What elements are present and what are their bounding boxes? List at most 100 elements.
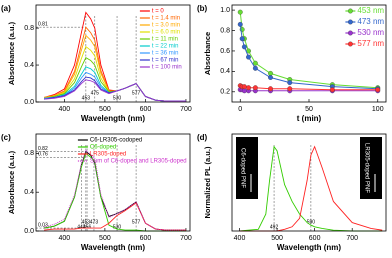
point <box>237 9 243 15</box>
legend-marker <box>347 41 353 47</box>
y-tick-label: 0.4 <box>220 68 230 75</box>
plot-frame <box>35 133 191 232</box>
inset-box <box>236 137 258 199</box>
point <box>252 60 258 66</box>
y-marker-label: 0.03 <box>38 222 48 228</box>
y-axis-label: Absorbance (a.u.) <box>7 150 16 214</box>
x-axis-label: t (min) <box>297 114 322 123</box>
inset-label: C6-doped PNF <box>239 148 245 188</box>
y-tick-label: 0.8 <box>24 25 34 32</box>
x-marker-label: 473 <box>90 219 99 225</box>
point <box>287 86 293 92</box>
panel-label: (a) <box>1 4 11 13</box>
point <box>329 87 335 93</box>
plot-frame <box>231 4 387 103</box>
x-marker-label: 530 <box>113 95 122 101</box>
legend-label: t = 22 min <box>152 44 179 50</box>
legend-marker <box>347 19 353 25</box>
x-axis-label: Wavelength (nm) <box>81 114 145 123</box>
x-marker-label: 453 <box>82 95 91 101</box>
x-axis-label: Wavelength (nm) <box>81 243 145 252</box>
x-tick-label: 400 <box>59 106 71 113</box>
point <box>252 65 258 71</box>
x-marker-label: 577 <box>132 219 141 225</box>
x-marker-label: 456 <box>83 224 92 230</box>
x-tick-label: 600 <box>140 106 152 113</box>
series-line <box>44 152 186 232</box>
x-marker-label: 453 <box>82 219 91 225</box>
legend-label: 473 nm <box>357 17 384 26</box>
point <box>268 86 273 92</box>
point <box>241 84 247 90</box>
x-marker-label: 492 <box>270 224 279 230</box>
y-tick-label: 0.4 <box>24 189 34 196</box>
x-tick-label: 0 <box>238 106 242 113</box>
legend-label: t = 67 min <box>152 58 179 64</box>
x-tick-label: 50 <box>305 106 313 113</box>
y-tick-label: 0.4 <box>24 62 34 69</box>
point <box>268 75 273 80</box>
point <box>268 70 273 76</box>
series-line <box>44 202 186 231</box>
x-marker-label: 442 <box>77 224 86 230</box>
point <box>287 80 293 86</box>
legend-label: t = 6.0 min <box>152 30 180 36</box>
legend-label: C6-doped <box>90 145 116 151</box>
plot-frame <box>231 133 387 232</box>
point <box>252 85 258 91</box>
x-tick-label: 400 <box>59 235 71 242</box>
plot-frame <box>35 4 191 103</box>
point <box>246 54 251 60</box>
x-tick-label: 700 <box>346 235 358 242</box>
point <box>239 36 245 42</box>
x-tick-label: 500 <box>271 235 283 242</box>
y-marker-label: 0.76 <box>38 152 48 158</box>
x-tick-label: 700 <box>180 106 192 113</box>
legend-label: t = 11 min <box>152 37 178 43</box>
y-axis-label: Normalized PL (a.u.) <box>203 146 212 218</box>
point <box>375 87 381 93</box>
x-marker-label: 530 <box>113 224 122 230</box>
x-tick-label: 600 <box>140 235 152 242</box>
panel-label: (d) <box>197 133 208 142</box>
series-line <box>44 79 186 102</box>
x-marker-label: 475 <box>91 90 100 96</box>
inset-box <box>360 137 382 199</box>
point <box>241 88 247 94</box>
y-axis-label: Absorbance (a.u.) <box>7 21 16 85</box>
inset: C6-doped PNF <box>236 137 258 199</box>
inset: LR305-doped PNF <box>360 137 382 199</box>
y-tick-label: 0.0 <box>24 99 34 106</box>
legend-label: t = 36 min <box>152 51 179 57</box>
point <box>241 44 247 50</box>
x-tick-label: 400 <box>234 235 246 242</box>
legend-label: t = 3.0 min <box>152 23 180 29</box>
legend-label: 530 nm <box>357 28 384 37</box>
legend-marker <box>347 30 353 36</box>
panel-label: (b) <box>197 4 208 13</box>
y-axis-label: Absorbance <box>203 32 212 75</box>
panel-label: (c) <box>1 133 11 142</box>
point <box>246 85 251 91</box>
x-marker-label: 590 <box>307 219 316 225</box>
y-marker-label: 0.82 <box>38 146 48 152</box>
x-tick-label: 700 <box>180 235 192 242</box>
series-line <box>239 145 383 232</box>
series-line <box>43 149 186 231</box>
y-tick-label: 1.0 <box>220 7 230 14</box>
legend-label: t = 1.4 min <box>152 16 180 22</box>
legend-marker <box>347 8 353 14</box>
legend-label: Sum of C6-doped and LR305-doped <box>90 159 187 165</box>
x-tick-label: 600 <box>309 235 321 242</box>
x-tick-label: 500 <box>99 106 111 113</box>
legend-label: C6-LR305-codoped <box>90 138 142 144</box>
y-tick-label: 0.0 <box>24 228 34 235</box>
x-marker-label: 577 <box>132 90 141 96</box>
x-tick-label: 500 <box>99 235 111 242</box>
legend-label: t = 100 min <box>152 65 182 71</box>
legend-label: LR305-doped <box>90 152 126 158</box>
y-marker-label: 0.81 <box>38 21 48 27</box>
legend-label: 577 nm <box>357 39 384 48</box>
y-tick-label: 0.8 <box>220 27 230 34</box>
